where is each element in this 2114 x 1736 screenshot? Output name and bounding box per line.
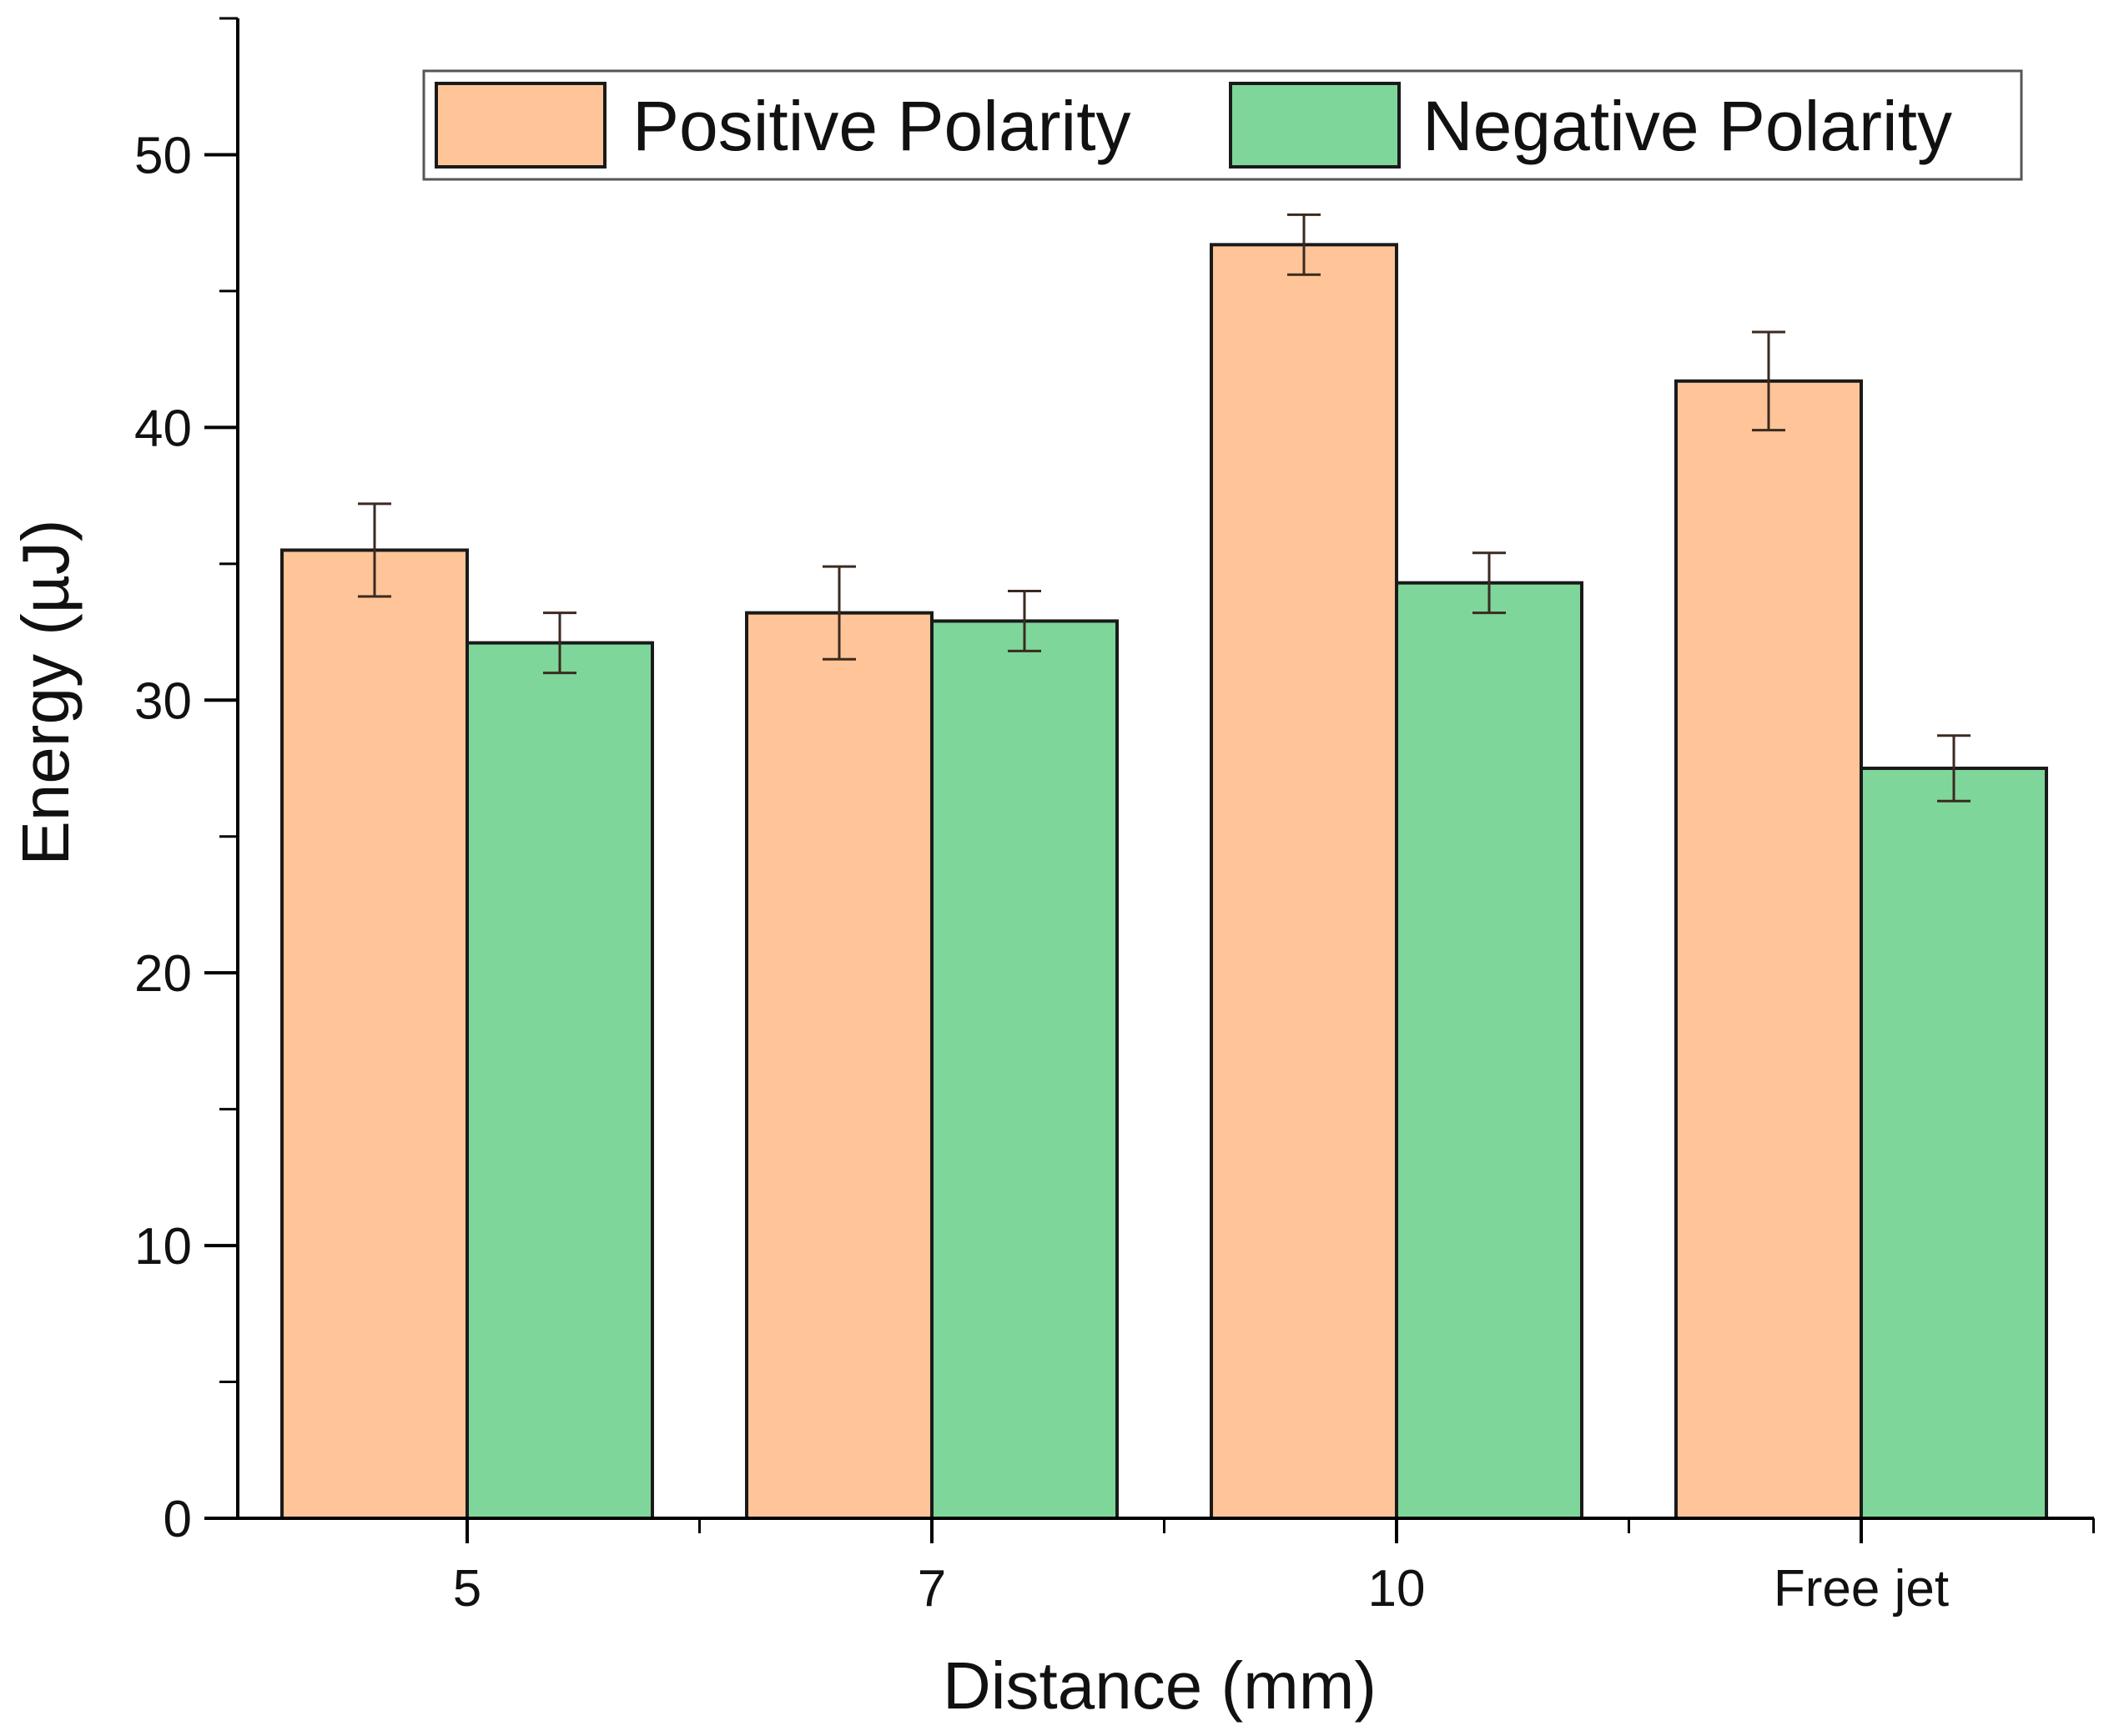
legend-swatch-positive [435,82,607,169]
bars-layer [280,243,2048,1521]
y-tick-label: 0 [164,1491,192,1548]
y-tick-label: 30 [134,672,192,730]
axes-layer: 0 10 20 30 40 50 5 7 10 Free jet [134,17,2095,1618]
bar-negative-0 [466,641,654,1520]
x-tick-label: 7 [918,1560,946,1618]
error-bars-layer [358,213,1971,803]
bar-positive-2 [1210,243,1398,1520]
y-tick-label: 40 [134,400,192,457]
bar-positive-3 [1674,379,1863,1521]
x-tick-label: 5 [453,1560,481,1618]
y-tick-label: 50 [134,127,192,184]
bar-negative-2 [1395,581,1583,1521]
legend-box [422,69,2023,181]
y-tick-label: 10 [134,1218,192,1276]
x-tick-label: 10 [1368,1560,1426,1618]
bar-negative-3 [1860,767,2048,1520]
bar-positive-0 [280,548,469,1520]
legend-swatch-negative [1229,82,1401,169]
y-axis-title: Energy (µJ) [8,519,83,865]
bar-positive-1 [745,611,934,1520]
legend-label-negative: Negative Polarity [1422,87,1952,165]
x-axis-title: Distance (mm) [943,1648,1377,1723]
y-tick-label: 20 [134,945,192,1003]
x-tick-label: Free jet [1774,1560,1949,1618]
bar-negative-1 [930,619,1119,1520]
legend: Positive Polarity Negative Polarity [422,69,2023,181]
legend-label-positive: Positive Polarity [632,87,1131,165]
